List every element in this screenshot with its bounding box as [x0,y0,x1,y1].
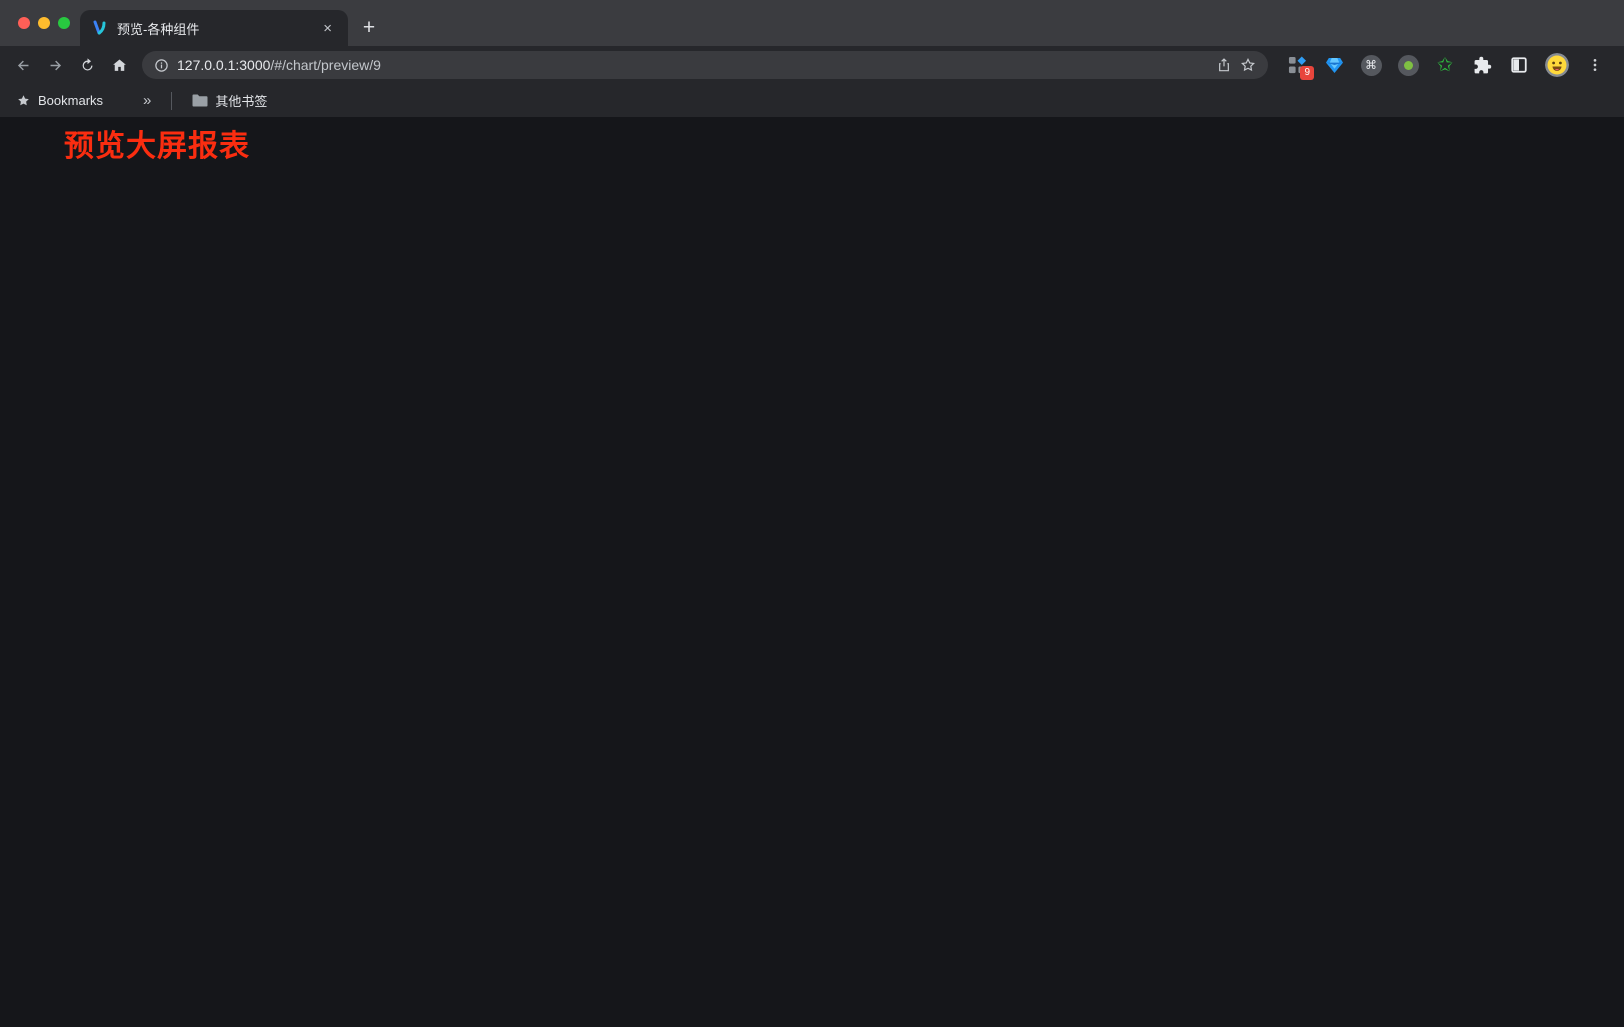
profile-avatar[interactable] [1545,53,1569,77]
contrast-extension-icon[interactable] [1508,54,1530,76]
recorder-extension-icon[interactable] [1397,54,1419,76]
browser-toolbar: 127.0.0.1:3000/#/chart/preview/9 9 [0,46,1624,84]
url-text: 127.0.0.1:3000/#/chart/preview/9 [177,57,381,73]
browser-tab[interactable]: 预览-各种组件 × [80,10,348,46]
share-icon[interactable] [1216,57,1232,73]
forward-button[interactable] [40,50,70,80]
other-bookmarks-folder[interactable]: 其他书签 [192,91,267,110]
minimize-window-button[interactable] [38,17,50,29]
page-title: 预览大屏报表 [64,130,250,163]
home-button[interactable] [104,50,134,80]
browser-menu-icon[interactable] [1584,54,1606,76]
window-titlebar: 预览-各种组件 × + [0,0,1624,46]
tab-title: 预览-各种组件 [117,21,200,37]
grid-extension-icon[interactable]: 9 [1286,54,1314,80]
close-window-button[interactable] [18,17,30,29]
site-info-icon[interactable] [154,58,169,73]
other-bookmarks-label: 其他书签 [215,94,268,109]
url-bar[interactable]: 127.0.0.1:3000/#/chart/preview/9 [142,51,1268,79]
green-star-extension-icon[interactable]: ✩ [1437,54,1453,76]
page-content: 预览大屏报表 [0,117,1624,1027]
command-extension-icon[interactable]: ⌘ [1360,54,1382,76]
url-path: /#/chart/preview/9 [270,57,381,73]
back-button[interactable] [8,50,38,80]
vue-devtools-icon[interactable] [1323,54,1345,76]
bookmarks-overflow-chevron[interactable]: » [143,92,152,109]
url-host: 127.0.0.1:3000 [177,57,271,73]
reload-button[interactable] [72,50,102,80]
bookmark-star-icon[interactable] [1240,57,1256,73]
bookmarks-label: Bookmarks [38,93,104,108]
new-tab-button[interactable]: + [362,16,376,39]
puzzle-extensions-icon[interactable] [1471,54,1493,76]
extensions-row: 9 ⌘ ✩ [1276,53,1616,80]
fullscreen-window-button[interactable] [58,17,70,29]
bookmarks-divider [171,91,173,110]
tab-favicon [92,20,108,36]
traffic-lights [18,17,70,29]
tab-close-icon[interactable]: × [323,19,332,37]
bookmarks-manager[interactable]: Bookmarks [16,93,103,108]
extension-badge: 9 [1300,66,1314,80]
bookmarks-bar: Bookmarks » 其他书签 [0,84,1624,117]
